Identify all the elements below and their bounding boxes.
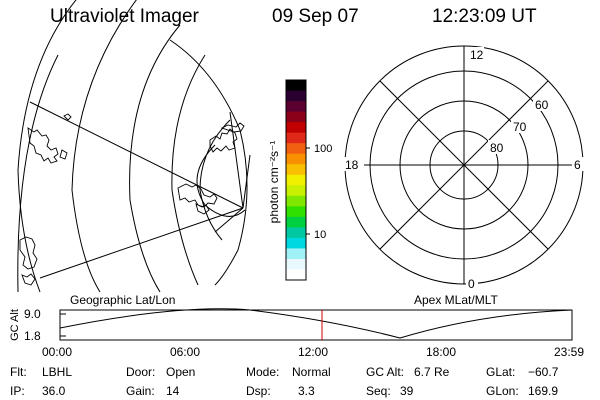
colorbar-cell bbox=[286, 185, 306, 197]
mlt-label-bottom: 0 bbox=[468, 277, 475, 290]
altitude-tick-low: 1.8 bbox=[24, 329, 41, 343]
ip-value: 36.0 bbox=[42, 384, 66, 398]
colorbar-cell bbox=[286, 132, 306, 144]
colorbar-cell bbox=[286, 258, 306, 271]
mlat-label-70: 70 bbox=[513, 120, 527, 134]
colorbar-cell bbox=[286, 122, 306, 134]
mlt-label-top: 12 bbox=[470, 48, 484, 62]
colorbar-tick-label-10: 10 bbox=[314, 229, 326, 241]
seq-value: 39 bbox=[400, 384, 414, 398]
mlat-label-80: 80 bbox=[490, 141, 504, 155]
time-tick-0000: 00:00 bbox=[42, 345, 73, 359]
door-value: Open bbox=[166, 365, 196, 379]
colorbar-cell bbox=[286, 195, 306, 207]
time-tick-2359: 23:59 bbox=[554, 345, 585, 359]
colorbar-cell bbox=[286, 90, 306, 102]
mlt-label-right: 6 bbox=[574, 158, 581, 172]
geographic-panel-label: Geographic Lat/Lon bbox=[70, 293, 176, 307]
colorbar-cell bbox=[286, 269, 306, 281]
altitude-curve bbox=[59, 308, 573, 339]
colorbar-cell bbox=[286, 111, 306, 123]
altitude-tick-high: 9.0 bbox=[24, 307, 41, 321]
seq-label: Seq: bbox=[366, 384, 391, 398]
glat-label: GLat: bbox=[486, 365, 516, 379]
polar-diagonal-b bbox=[379, 80, 549, 250]
colorbar-cell bbox=[286, 216, 306, 228]
colorbar-frame bbox=[285, 79, 307, 281]
filter-value: LBHL bbox=[42, 365, 73, 379]
colorbar-cell bbox=[286, 153, 306, 165]
dsp-value: 3.3 bbox=[298, 384, 315, 398]
mlat-label-60: 60 bbox=[535, 98, 549, 112]
colorbar-cell bbox=[286, 237, 306, 250]
colorbar-cell bbox=[286, 164, 306, 176]
glon-label: GLon: bbox=[486, 384, 519, 398]
colorbar-cell bbox=[286, 143, 306, 155]
orbit-plot-frame bbox=[59, 309, 573, 341]
apex-panel-label: Apex MLat/MLT bbox=[414, 293, 498, 307]
colorbar-cell bbox=[286, 174, 306, 186]
gain-value: 14 bbox=[166, 384, 180, 398]
door-label: Door: bbox=[126, 365, 156, 379]
time-tick-0600: 06:00 bbox=[170, 345, 201, 359]
observation-date: 09 Sep 07 bbox=[272, 6, 359, 27]
gc-alt-label: GC Alt: bbox=[366, 365, 405, 379]
ip-label: IP: bbox=[10, 384, 25, 398]
colorbar-unit-label: photon cm⁻²s⁻¹ bbox=[270, 141, 281, 224]
gain-label: Gain: bbox=[126, 384, 155, 398]
time-tick-1800: 18:00 bbox=[426, 345, 457, 359]
colorbar-cell bbox=[286, 248, 306, 260]
mlt-label-left: 18 bbox=[345, 158, 359, 172]
polar-mlt-plot: 12 18 6 0 60 70 80 bbox=[342, 45, 584, 290]
geographic-map bbox=[17, 0, 251, 293]
mode-value: Normal bbox=[292, 365, 331, 379]
colorbar-gradient bbox=[286, 80, 306, 281]
dsp-label: Dsp: bbox=[246, 384, 271, 398]
glon-value: 169.9 bbox=[528, 384, 559, 398]
colorbar-cell bbox=[286, 80, 306, 92]
intensity-colorbar: 100 10 photon cm⁻²s⁻¹ bbox=[270, 79, 332, 281]
mode-label: Mode: bbox=[246, 365, 280, 379]
time-tick-1200: 12:00 bbox=[298, 345, 329, 359]
gc-alt-value: 6.7 Re bbox=[414, 365, 450, 379]
glat-value: −60.7 bbox=[528, 365, 559, 379]
filter-label: Flt: bbox=[10, 365, 27, 379]
colorbar-cell bbox=[286, 227, 306, 239]
altitude-axis-label: GC Alt bbox=[9, 309, 21, 341]
colorbar-tick-label-100: 100 bbox=[314, 143, 332, 155]
observation-time: 12:23:09 UT bbox=[432, 6, 537, 27]
orbit-altitude-plot: 9.0 1.8 GC Alt bbox=[9, 307, 573, 343]
colorbar-cell bbox=[286, 206, 306, 218]
colorbar-cell bbox=[286, 101, 306, 113]
